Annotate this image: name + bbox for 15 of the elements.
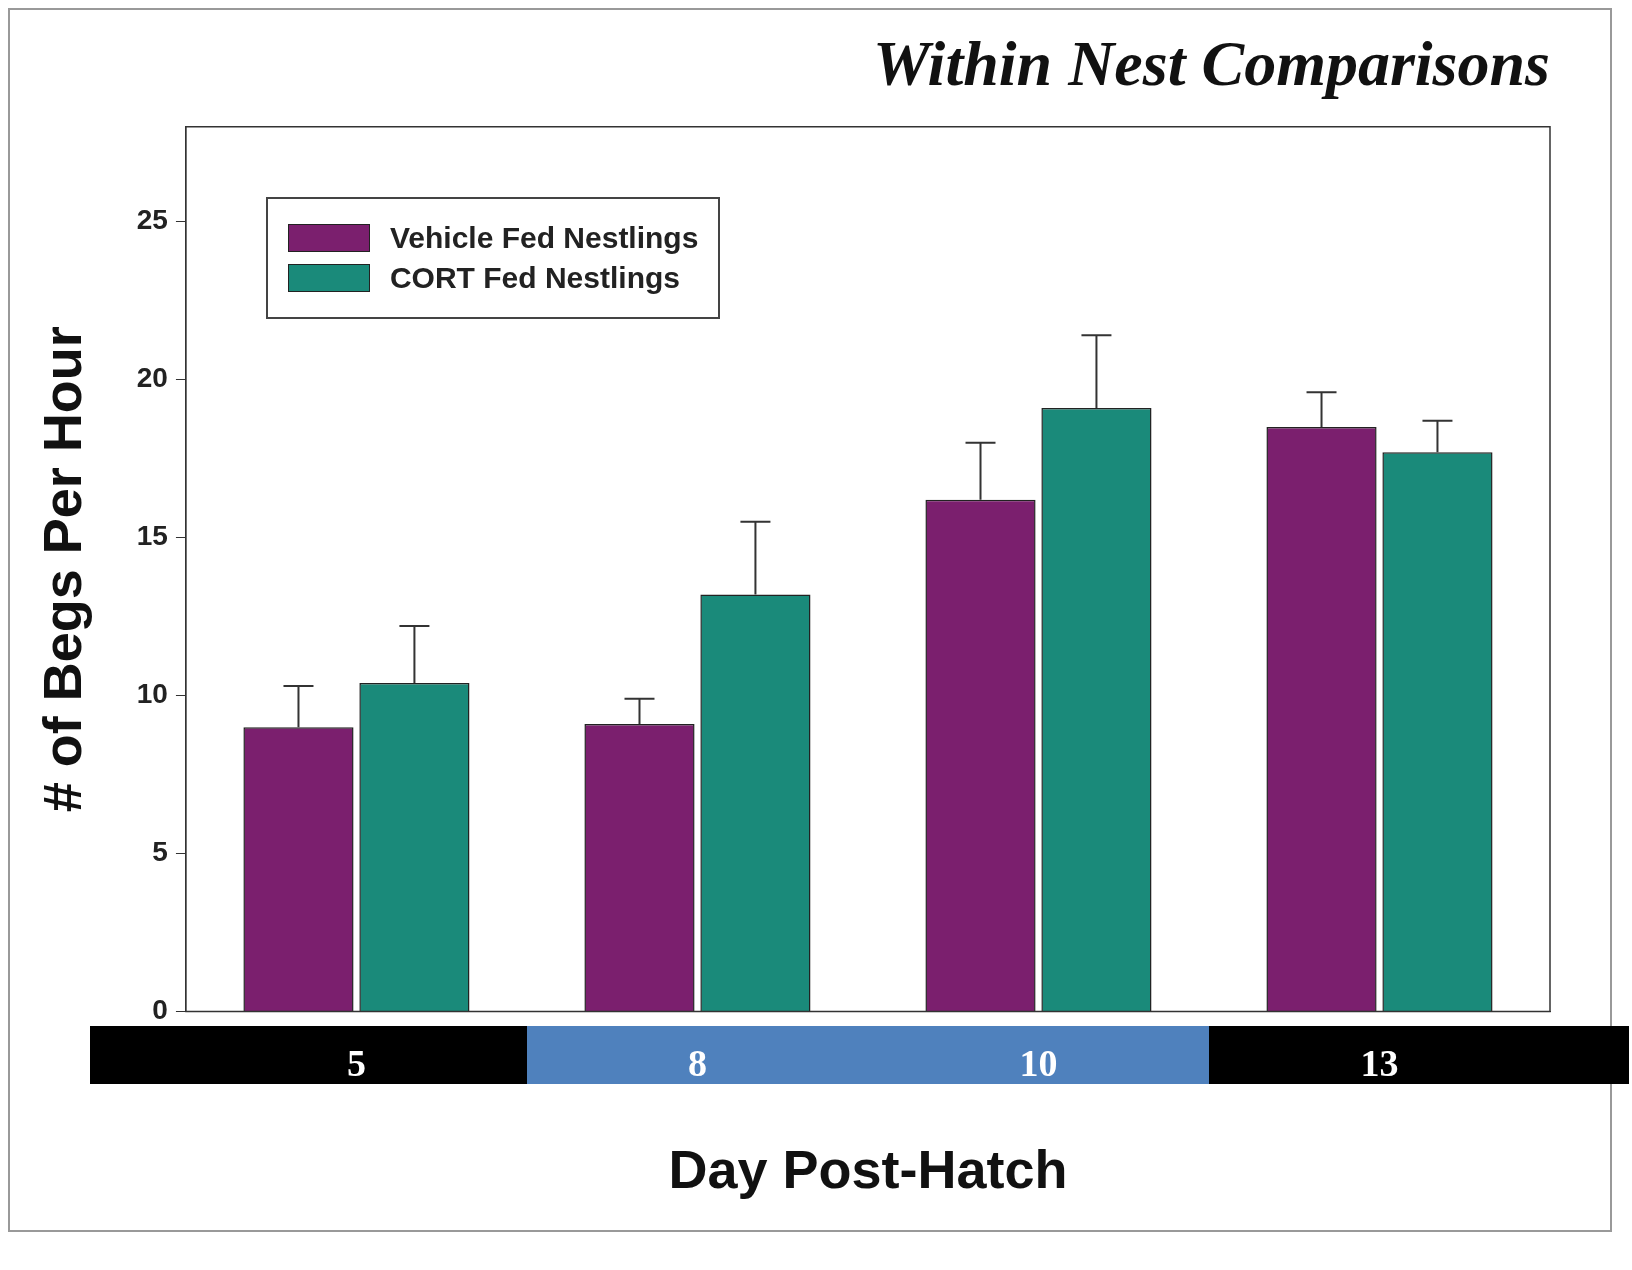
legend-label: CORT Fed Nestlings: [389, 260, 680, 295]
y-tick-label: 25: [136, 204, 168, 236]
y-tick-label: 20: [136, 362, 168, 394]
x-tick-label: 10: [1019, 1042, 1058, 1085]
y-axis-title: # of Begs Per Hour: [32, 326, 93, 813]
y-tick-label: 5: [152, 836, 168, 868]
legend-label: Vehicle Fed Nestlings: [389, 220, 699, 255]
x-tick-label: 8: [687, 1042, 707, 1085]
y-tick-label: 0: [152, 994, 168, 1026]
x-tick-label: 5: [346, 1042, 366, 1085]
y-tick-label: 15: [136, 520, 168, 552]
chart-title: Within Nest Comparisons: [873, 27, 1550, 99]
y-tick-label: 10: [136, 678, 168, 710]
x-tick-label: 13: [1360, 1042, 1399, 1085]
x-axis-title: Day Post-Hatch: [668, 1139, 1068, 1200]
